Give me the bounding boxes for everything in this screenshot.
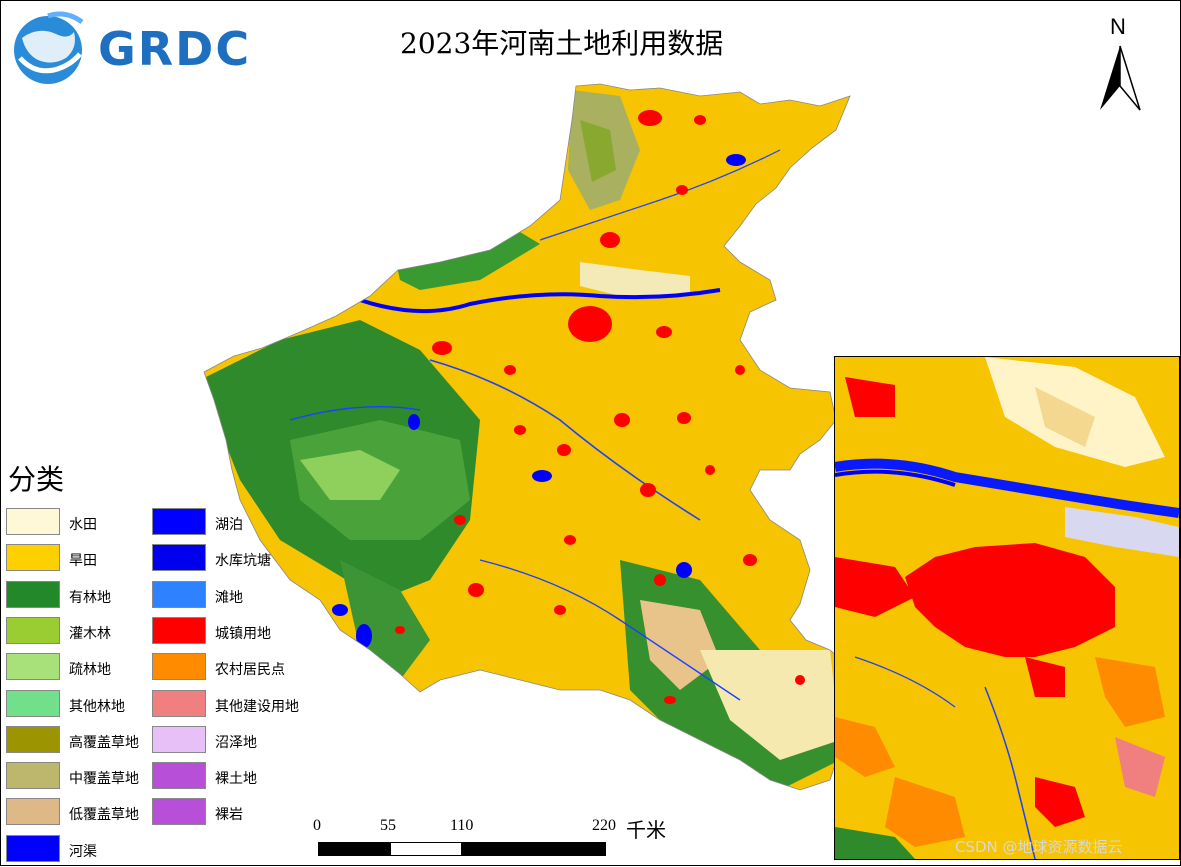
legend-item: 水田 [6, 506, 156, 540]
legend-label: 水田 [69, 517, 97, 533]
legend: 分类 水田旱田有林地灌木林疏林地其他林地高覆盖草地中覆盖草地低覆盖草地河渠 湖泊水… [6, 458, 316, 862]
legend-swatch [6, 762, 60, 790]
north-arrow-icon [1100, 45, 1141, 111]
legend-swatch [152, 762, 206, 790]
legend-swatch [152, 689, 206, 717]
legend-item: 其他建设用地 [152, 688, 302, 722]
map-title: 2023年河南土地利用数据 [400, 27, 724, 60]
globe-logo-icon [14, 11, 84, 84]
legend-swatch [6, 580, 60, 608]
legend-swatch [6, 834, 60, 862]
legend-label: 湖泊 [215, 517, 243, 533]
legend-item: 湖泊 [152, 506, 302, 540]
legend-label: 裸岩 [215, 807, 243, 824]
legend-item: 灌木林 [6, 615, 156, 649]
legend-swatch [152, 508, 206, 535]
legend-swatch [6, 508, 60, 535]
scale-bar: 0 55 110 220 千米 [310, 812, 690, 862]
legend-label: 其他建设用地 [215, 698, 299, 715]
legend-item: 水库坑塘 [152, 542, 302, 576]
legend-label: 滩地 [215, 589, 243, 606]
legend-swatch [152, 544, 206, 572]
legend-label: 沼泽地 [215, 734, 257, 751]
legend-swatch [152, 798, 206, 826]
legend-item: 河渠 [6, 833, 156, 867]
legend-label: 旱田 [69, 553, 97, 570]
legend-item: 旱田 [6, 542, 156, 576]
north-arrow: N [1096, 14, 1148, 114]
grdc-logo: GRDC [8, 8, 249, 90]
legend-item: 高覆盖草地 [6, 724, 156, 758]
legend-item: 裸土地 [152, 760, 302, 794]
legend-label: 疏林地 [69, 662, 111, 679]
legend-label: 高覆盖草地 [69, 734, 139, 751]
legend-item: 其他林地 [6, 688, 156, 722]
legend-label: 中覆盖草地 [69, 771, 139, 788]
scale-unit: 千米 [626, 818, 666, 842]
legend-item: 中覆盖草地 [6, 760, 156, 794]
legend-swatch [152, 580, 206, 608]
inset-map-graphic [835, 357, 1179, 859]
scale-tick-55: 55 [380, 817, 396, 834]
legend-swatch [152, 725, 206, 753]
scale-tick-110: 110 [450, 817, 474, 834]
scale-segment [462, 842, 606, 856]
legend-item: 滩地 [152, 579, 302, 613]
legend-swatch [6, 544, 60, 572]
legend-swatch [6, 798, 60, 826]
legend-label: 水库坑塘 [215, 553, 271, 570]
legend-item: 疏林地 [6, 651, 156, 685]
scale-tick-0: 0 [313, 817, 321, 834]
legend-title: 分类 [8, 463, 65, 496]
scale-tick-220: 220 [592, 817, 616, 834]
legend-label: 灌木林 [69, 625, 111, 642]
legend-label: 裸土地 [215, 771, 257, 788]
legend-swatch [152, 653, 206, 681]
north-label: N [1110, 14, 1126, 39]
legend-label: 农村居民点 [215, 662, 285, 679]
scale-segment [390, 842, 462, 856]
legend-label: 低覆盖草地 [69, 807, 139, 824]
legend-swatch [6, 616, 60, 644]
legend-swatch [6, 653, 60, 681]
legend-item: 有林地 [6, 579, 156, 613]
scale-segment [318, 842, 390, 856]
legend-label: 其他林地 [69, 698, 125, 715]
legend-swatch [152, 616, 206, 644]
legend-label: 城镇用地 [215, 625, 271, 642]
legend-item: 农村居民点 [152, 651, 302, 685]
watermark-text: CSDN @地球资源数据云 [955, 838, 1123, 856]
inset-zoom-map [834, 356, 1180, 860]
legend-item: 低覆盖草地 [6, 796, 156, 830]
legend-label: 河渠 [69, 843, 97, 860]
logo-text: GRDC [98, 22, 252, 76]
legend-item: 沼泽地 [152, 724, 302, 758]
legend-label: 有林地 [69, 589, 111, 606]
legend-swatch [6, 689, 60, 717]
legend-item: 裸岩 [152, 796, 302, 830]
legend-item: 城镇用地 [152, 615, 302, 649]
legend-swatch [6, 725, 60, 753]
